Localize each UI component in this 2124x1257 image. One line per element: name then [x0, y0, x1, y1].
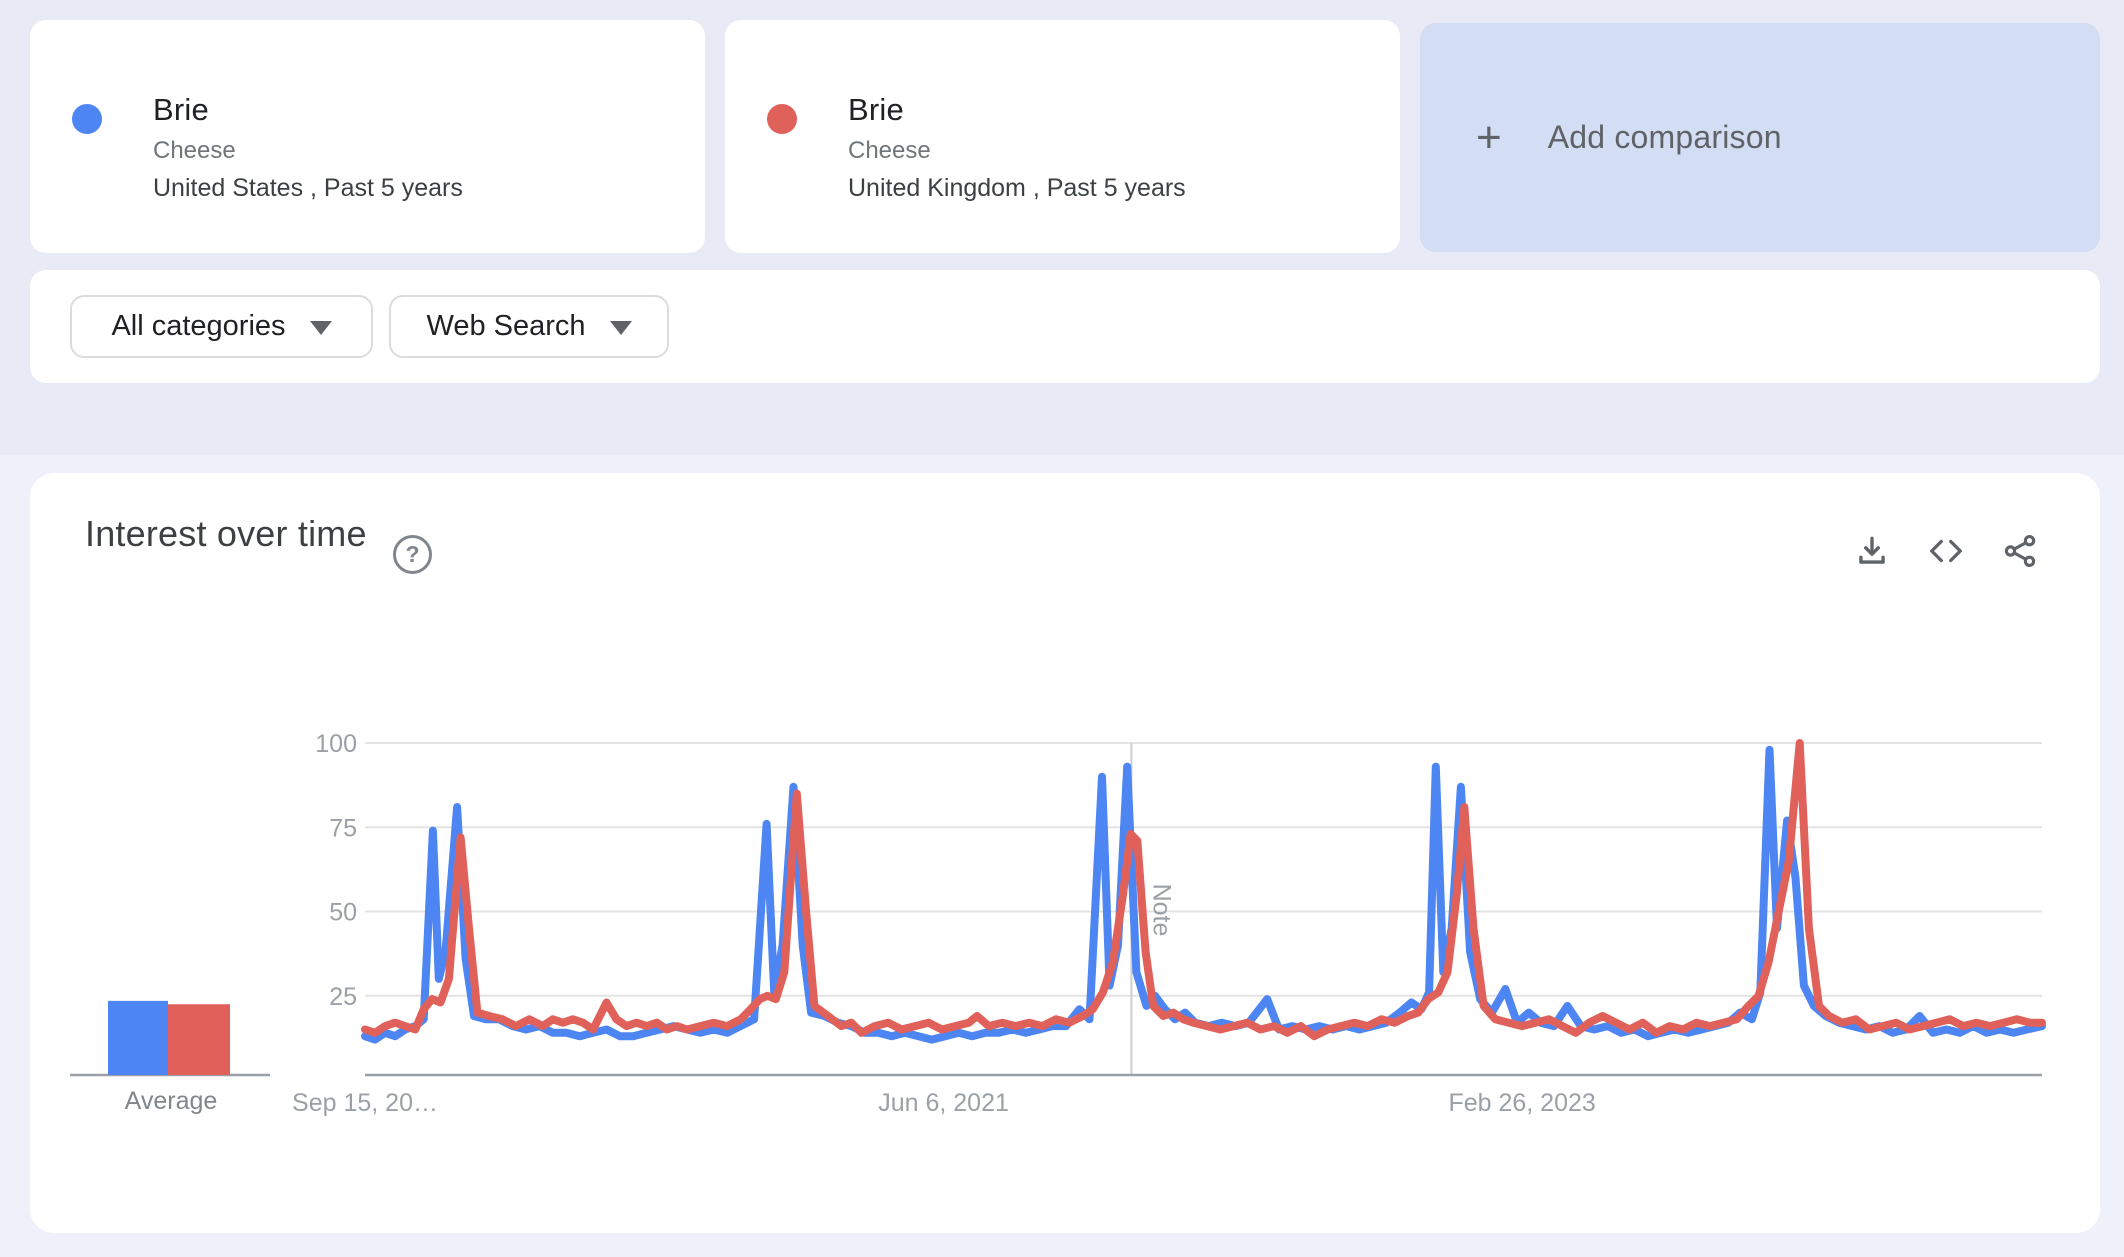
share-button[interactable] — [2000, 531, 2040, 571]
category-dropdown[interactable]: All categories — [70, 295, 373, 358]
term-card-united-states[interactable]: Brie Cheese United States , Past 5 years — [30, 20, 705, 253]
plus-icon: + — [1476, 112, 1502, 162]
help-glyph: ? — [405, 541, 420, 567]
y-tick-label: 100 — [315, 730, 357, 758]
download-button[interactable] — [1852, 531, 1892, 571]
interest-over-time-chart[interactable]: 25 50 75 100 Note Sep 15, 20… Jun 6, 2021 Feb 2… — [30, 473, 2100, 1233]
panel-actions — [1852, 531, 2040, 571]
x-tick-label: Feb 26, 2023 — [1448, 1089, 1595, 1117]
term-keyword: Brie — [153, 92, 209, 127]
download-icon — [1859, 536, 1885, 564]
y-tick-label: 25 — [329, 983, 357, 1011]
average-label: Average — [125, 1087, 218, 1115]
x-tick-label: Jun 6, 2021 — [878, 1089, 1009, 1117]
series-color-dot-icon — [72, 104, 102, 134]
panel-title: Interest over time — [85, 513, 367, 554]
note-marker-label: Note — [1147, 884, 1175, 937]
term-type: Cheese — [848, 137, 931, 164]
category-dropdown-label: All categories — [111, 310, 286, 342]
trend-line-1 — [361, 739, 2046, 1041]
x-tick-label: Sep 15, 20… — [292, 1089, 438, 1117]
help-icon[interactable]: ? — [393, 535, 432, 574]
interest-over-time-panel: Interest over time ? 25 50 75 100 Note Sep 15… — [30, 473, 2100, 1233]
add-comparison-button[interactable]: + Add comparison — [1420, 23, 2100, 252]
term-type: Cheese — [153, 137, 236, 164]
series-color-dot-icon — [767, 104, 797, 134]
y-tick-label: 75 — [329, 814, 357, 842]
average-bar-0[interactable] — [108, 1000, 168, 1075]
filter-bar: All categories Web Search — [30, 270, 2100, 383]
average-bar-1[interactable] — [168, 1004, 230, 1075]
search-type-dropdown-label: Web Search — [426, 310, 586, 342]
term-scope: United Kingdom , Past 5 years — [848, 174, 1186, 202]
add-comparison-label: Add comparison — [1547, 119, 1782, 155]
term-keyword: Brie — [848, 92, 904, 127]
embed-button[interactable] — [1926, 531, 1966, 571]
y-tick-label: 50 — [329, 899, 357, 927]
search-type-dropdown[interactable]: Web Search — [389, 295, 669, 358]
caret-down-icon — [309, 321, 332, 335]
term-scope: United States , Past 5 years — [153, 174, 463, 202]
caret-down-icon — [609, 321, 632, 335]
share-icon — [2004, 535, 2036, 567]
term-card-united-kingdom[interactable]: Brie Cheese United Kingdom , Past 5 year… — [725, 20, 1400, 253]
embed-icon — [1930, 539, 1962, 563]
